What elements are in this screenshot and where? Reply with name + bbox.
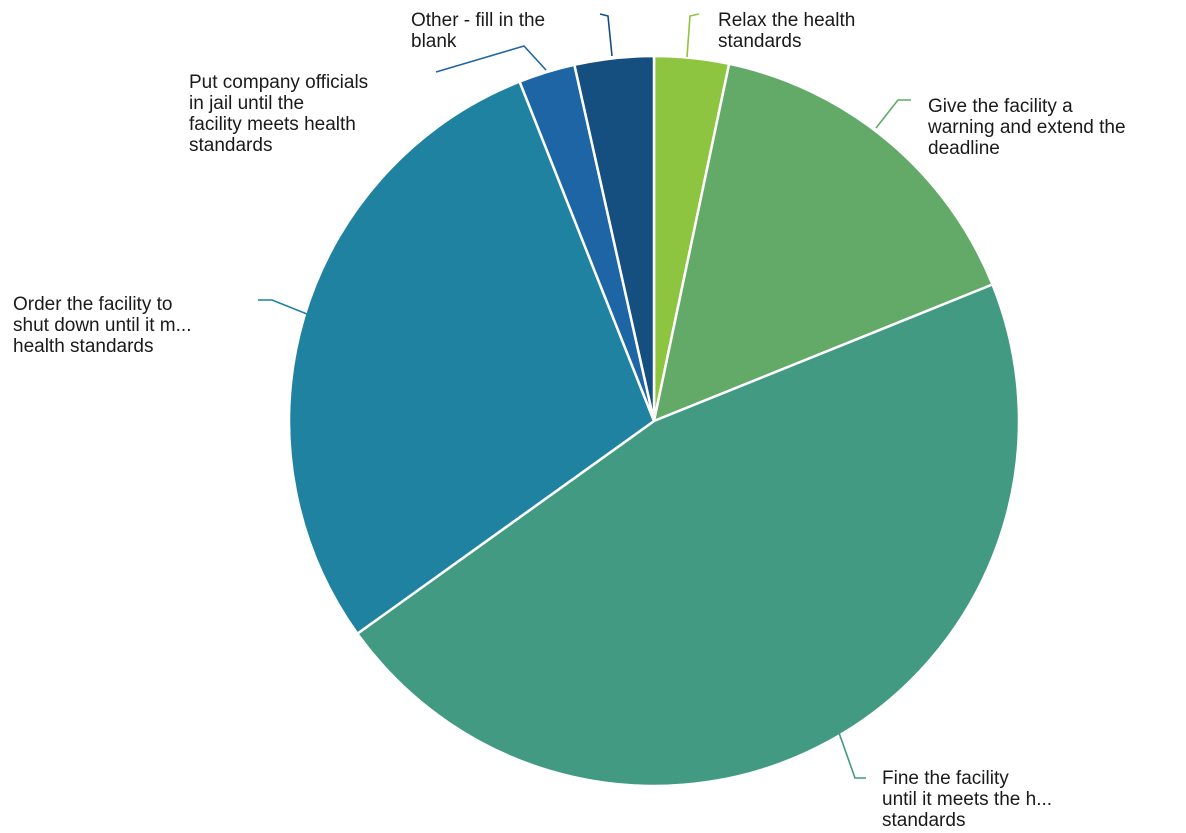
leader-line-2 [875, 99, 911, 129]
slice-label-line: standards [189, 135, 272, 156]
leader-line-4 [258, 299, 308, 315]
slice-label-line: standards [882, 810, 965, 831]
slice-label-line: Give the facility a [928, 96, 1073, 117]
slice-label-line: Put company officials [189, 72, 368, 93]
leader-line-3 [837, 729, 866, 779]
slice-label-2: Give the facility a warning and extend th… [927, 96, 1126, 159]
slice-label-line: warning and extend the [927, 117, 1126, 138]
leader-line-6 [599, 13, 613, 57]
slice-label-line: deadline [928, 138, 1000, 159]
pie-slice-6 [573, 54, 656, 423]
slice-label-line: shut down until it m... [13, 315, 191, 336]
slice-label-3: Fine the facility until it meets the h...… [882, 768, 1052, 831]
slice-label-line: blank [411, 31, 457, 52]
slice-label-line: standards [718, 31, 801, 52]
slice-label-line: until it meets the h... [882, 789, 1052, 810]
slice-label-line: Fine the facility [882, 768, 1009, 789]
slice-label-line: Relax the health [718, 10, 855, 31]
leader-line-1 [686, 13, 700, 58]
slice-label-4: Order the facility to shut down until it … [13, 294, 191, 357]
slice-label-line: health standards [13, 336, 154, 357]
slice-label-line: Order the facility to [13, 294, 172, 315]
pie-slices [287, 54, 1021, 788]
pie-slice-2 [652, 62, 994, 423]
pie-slice-3 [356, 283, 1021, 788]
slice-label-6: Other - fill in the blank [411, 10, 545, 52]
slice-label-line: Other - fill in the [411, 10, 545, 31]
leader-line-5 [435, 45, 547, 73]
slice-label-line: in jail until the [189, 93, 304, 114]
slice-label-1: Relax the health standards [718, 10, 855, 52]
leader-lines [258, 13, 911, 779]
slice-label-5: Put company officials in jail until the fa… [189, 72, 368, 156]
pie-slice-4 [287, 80, 656, 635]
slice-label-line: facility meets health [189, 114, 356, 135]
